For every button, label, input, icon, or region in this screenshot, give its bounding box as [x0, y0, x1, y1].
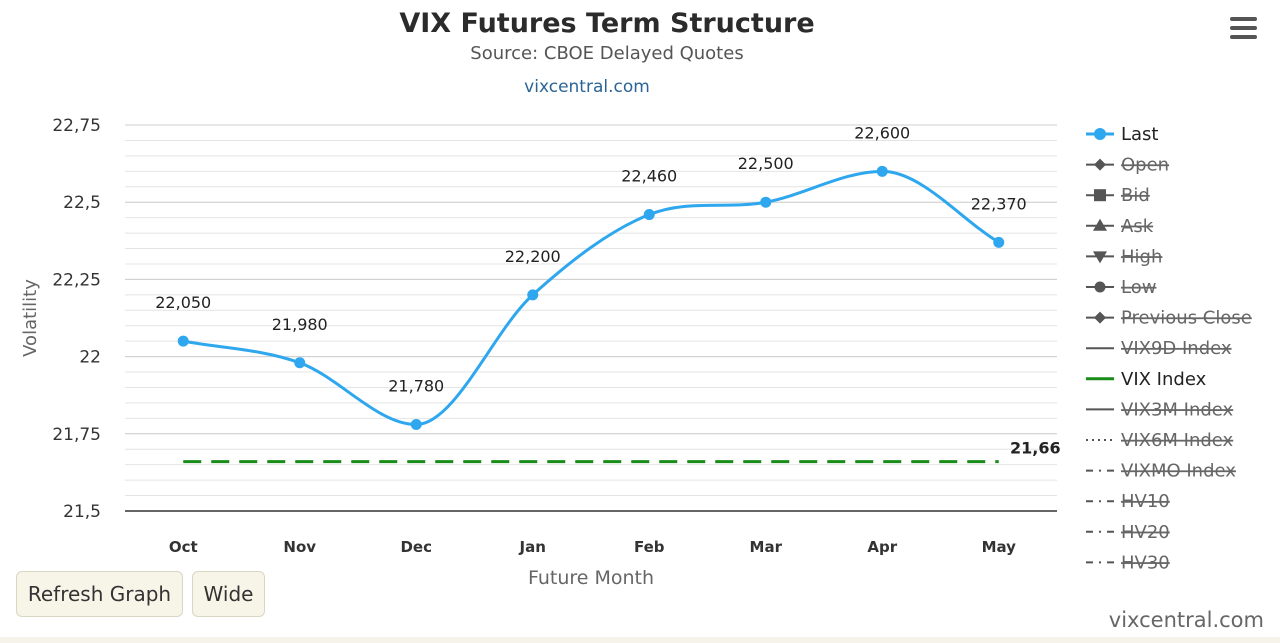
y-tick-label: 21,5: [63, 502, 101, 522]
last-series-line: [182, 169, 1000, 427]
y-tick-label: 22,25: [52, 270, 101, 290]
last-data-point: [177, 335, 189, 347]
credit-text: vixcentral.com: [1108, 608, 1264, 632]
last-data-point: [760, 196, 772, 208]
chart-subtitle: Source: CBOE Delayed Quotes: [470, 43, 744, 64]
legend-item[interactable]: Open: [1121, 155, 1169, 176]
x-tick-label: Jan: [519, 538, 546, 556]
legend-triangle-down-icon: [1093, 251, 1107, 264]
vix-index-end-label: 21,66: [1010, 439, 1061, 458]
legend-square-icon: [1094, 189, 1106, 202]
data-label: 21,780: [388, 377, 444, 396]
y-tick-label: 22: [79, 348, 101, 368]
wide-button[interactable]: Wide: [192, 571, 265, 617]
data-label: 21,980: [272, 315, 328, 334]
legend-item[interactable]: Low: [1121, 277, 1156, 298]
data-label: 22,600: [854, 123, 910, 142]
bottom-divider: [0, 637, 1280, 643]
x-tick-label: Oct: [169, 538, 198, 556]
y-tick-label: 22,5: [63, 193, 101, 213]
legend-circle-icon: [1094, 281, 1106, 293]
legend-item[interactable]: High: [1121, 246, 1162, 267]
last-data-point: [527, 289, 539, 301]
hamburger-menu-icon[interactable]: [1226, 14, 1262, 44]
legend-diamond-icon: [1094, 311, 1106, 324]
data-label: 22,050: [155, 293, 211, 312]
x-tick-label: Dec: [400, 538, 432, 556]
x-tick-label: Mar: [750, 538, 783, 556]
x-tick-label: Nov: [283, 538, 316, 556]
legend-item[interactable]: HV20: [1121, 522, 1170, 543]
last-data-point: [294, 357, 306, 369]
legend-item[interactable]: HV30: [1121, 552, 1170, 573]
y-axis-title: Volatility: [20, 279, 41, 357]
last-data-point: [643, 209, 655, 221]
legend-item[interactable]: HV10: [1121, 491, 1170, 512]
legend-item[interactable]: Last: [1121, 124, 1159, 145]
legend-diamond-icon: [1094, 158, 1106, 171]
legend-item[interactable]: VIX3M Index: [1121, 399, 1234, 420]
legend-item[interactable]: VIX6M Index: [1121, 430, 1234, 451]
legend-triangle-icon: [1093, 218, 1107, 231]
legend-item[interactable]: VIX9D Index: [1121, 338, 1232, 359]
x-tick-label: Apr: [867, 538, 897, 556]
legend-item[interactable]: Ask: [1121, 216, 1154, 237]
source-link[interactable]: vixcentral.com: [524, 77, 650, 97]
y-tick-label: 21,75: [52, 425, 101, 445]
x-axis-title: Future Month: [528, 567, 654, 589]
y-tick-label: 22,75: [52, 116, 101, 136]
legend-item[interactable]: Previous Close: [1121, 308, 1252, 329]
x-tick-label: Feb: [634, 538, 665, 556]
chart-title: VIX Futures Term Structure: [399, 8, 815, 39]
legend-item[interactable]: VIX Index: [1121, 369, 1207, 390]
last-data-point: [410, 419, 422, 431]
legend-circle-icon: [1094, 128, 1106, 140]
data-label: 22,370: [971, 194, 1027, 213]
legend-item[interactable]: Bid: [1121, 185, 1150, 206]
data-label: 22,500: [738, 154, 794, 173]
refresh-graph-button[interactable]: Refresh Graph: [16, 571, 183, 617]
x-tick-label: May: [982, 538, 1017, 556]
legend-item[interactable]: VIXMO Index: [1121, 461, 1236, 482]
data-label: 22,460: [621, 167, 677, 186]
last-data-point: [876, 165, 888, 177]
last-data-point: [993, 236, 1005, 248]
data-label: 22,200: [505, 247, 561, 266]
